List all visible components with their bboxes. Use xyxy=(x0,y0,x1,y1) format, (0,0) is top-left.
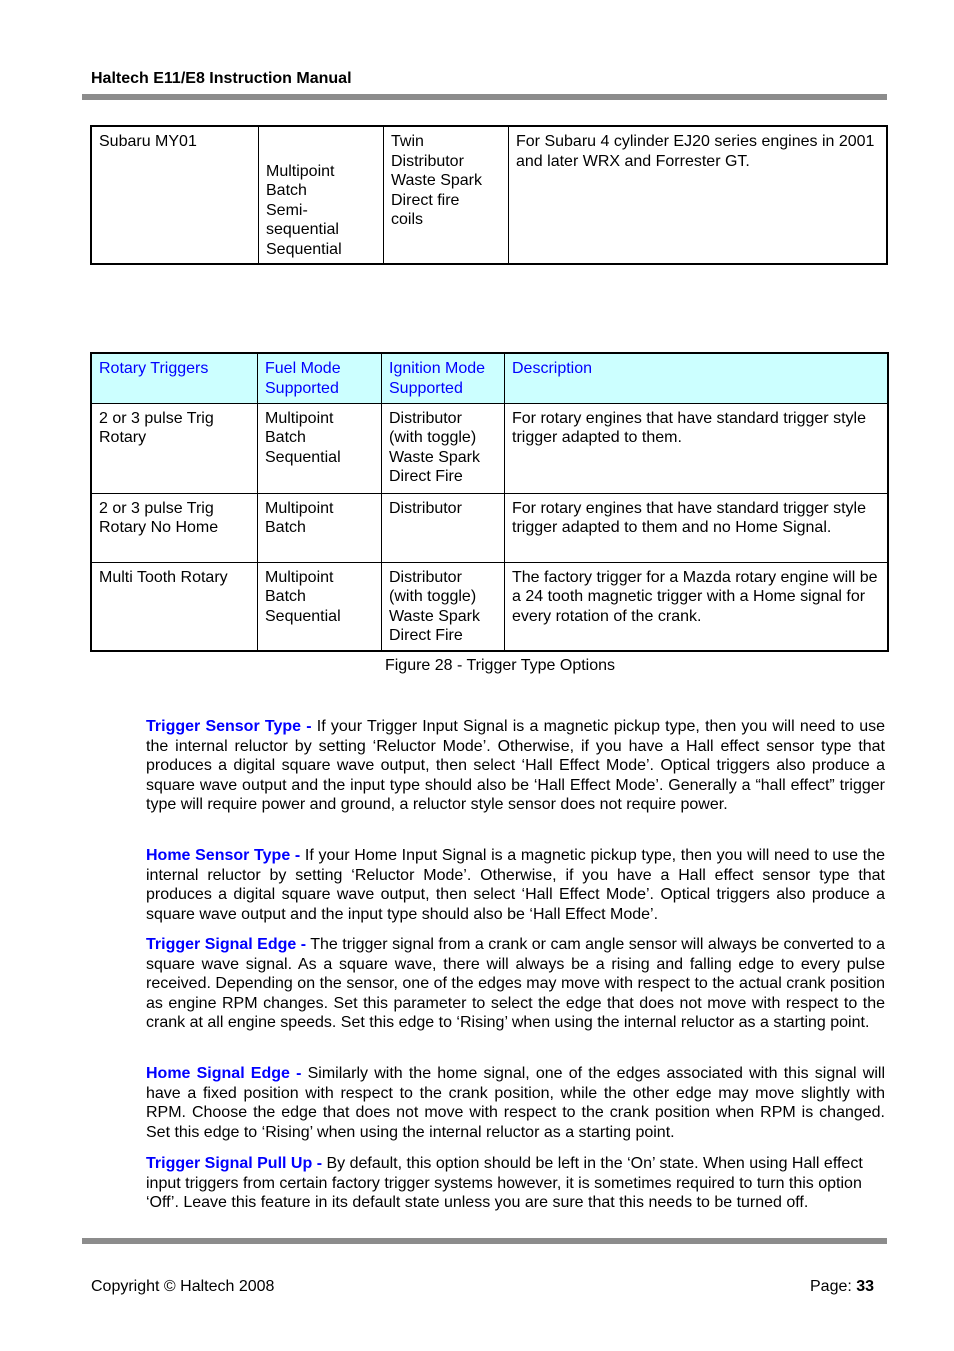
header-cell: Fuel Mode Supported xyxy=(257,352,382,404)
subaru-trigger-table: Subaru MY01 Multipoint Batch Semi- seque… xyxy=(90,125,888,265)
cell: Distributor (with toggle) Waste Spark Di… xyxy=(381,561,505,652)
table-header-row: Rotary Triggers Fuel Mode Supported Igni… xyxy=(90,352,889,404)
figure-caption: Figure 28 - Trigger Type Options xyxy=(384,657,616,674)
table-row: Subaru MY01 Multipoint Batch Semi- seque… xyxy=(90,125,888,265)
page-label: Page: xyxy=(810,1278,857,1295)
parameter-term: Trigger Sensor Type - xyxy=(146,718,312,735)
cell: Multipoint Batch Sequential xyxy=(257,402,382,494)
copyright: Copyright © Haltech 2008 xyxy=(91,1278,275,1295)
cell: The factory trigger for a Mazda rotary e… xyxy=(504,561,889,652)
parameter-text: If your Trigger Input Signal is a magnet… xyxy=(146,718,886,814)
parameter-description: Trigger Signal Pull Up - By default, thi… xyxy=(146,1154,885,1213)
cell: Twin Distributor Waste Spark Direct fire… xyxy=(383,125,509,265)
header-cell: Rotary Triggers xyxy=(90,352,258,404)
header-cell: Description xyxy=(504,352,889,404)
cell: Distributor (with toggle) Waste Spark Di… xyxy=(381,402,505,494)
parameter-term: Home Sensor Type - xyxy=(146,847,301,864)
table-row: 2 or 3 pulse Trig Rotary Multipoint Batch… xyxy=(90,402,889,494)
page-number: Page: 33 xyxy=(810,1278,874,1296)
cell: Multipoint Batch Semi- sequential Sequen… xyxy=(258,125,384,265)
parameter-text: By default, this option should be left i… xyxy=(146,1155,863,1212)
footer-divider xyxy=(82,1238,887,1244)
parameter-description: Trigger Sensor Type - If your Trigger In… xyxy=(146,717,885,815)
cell: Subaru MY01 xyxy=(90,125,259,265)
cell: Multipoint Batch Sequential xyxy=(257,561,382,652)
document-header: Haltech E11/E8 Instruction Manual xyxy=(91,70,352,87)
cell: 2 or 3 pulse Trig Rotary xyxy=(90,402,258,494)
parameter-description: Home Sensor Type - If your Home Input Si… xyxy=(146,846,885,924)
parameter-term: Home Signal Edge - xyxy=(146,1065,302,1082)
header-divider xyxy=(82,94,887,100)
parameter-description: Home Signal Edge - Similarly with the ho… xyxy=(146,1064,885,1142)
cell: For rotary engines that have standard tr… xyxy=(504,402,889,494)
rotary-trigger-table: Rotary Triggers Fuel Mode Supported Igni… xyxy=(90,352,889,652)
cell: Multipoint Batch xyxy=(257,492,382,563)
cell: For Subaru 4 cylinder EJ20 series engine… xyxy=(508,125,888,265)
page-number-value: 33 xyxy=(856,1278,875,1295)
table-row: Multi Tooth Rotary Multipoint Batch Seque… xyxy=(90,561,889,652)
parameter-term: Trigger Signal Edge - xyxy=(146,936,307,953)
header-cell: Ignition Mode Supported xyxy=(381,352,505,404)
parameter-term: Trigger Signal Pull Up - xyxy=(146,1155,323,1172)
parameter-text: If your Home Input Signal is a magnetic … xyxy=(146,847,886,923)
cell: 2 or 3 pulse Trig Rotary No Home xyxy=(90,492,258,563)
table-row: 2 or 3 pulse Trig Rotary No Home Multipoi… xyxy=(90,492,889,563)
parameter-text: Similarly with the home signal, one of t… xyxy=(146,1065,886,1141)
cell: Distributor xyxy=(381,492,505,563)
parameter-text: The trigger signal from a crank or cam a… xyxy=(146,936,885,1032)
cell: For rotary engines that have standard tr… xyxy=(504,492,889,563)
parameter-description: Trigger Signal Edge - The trigger signal… xyxy=(146,935,885,1033)
cell: Multi Tooth Rotary xyxy=(90,561,258,652)
